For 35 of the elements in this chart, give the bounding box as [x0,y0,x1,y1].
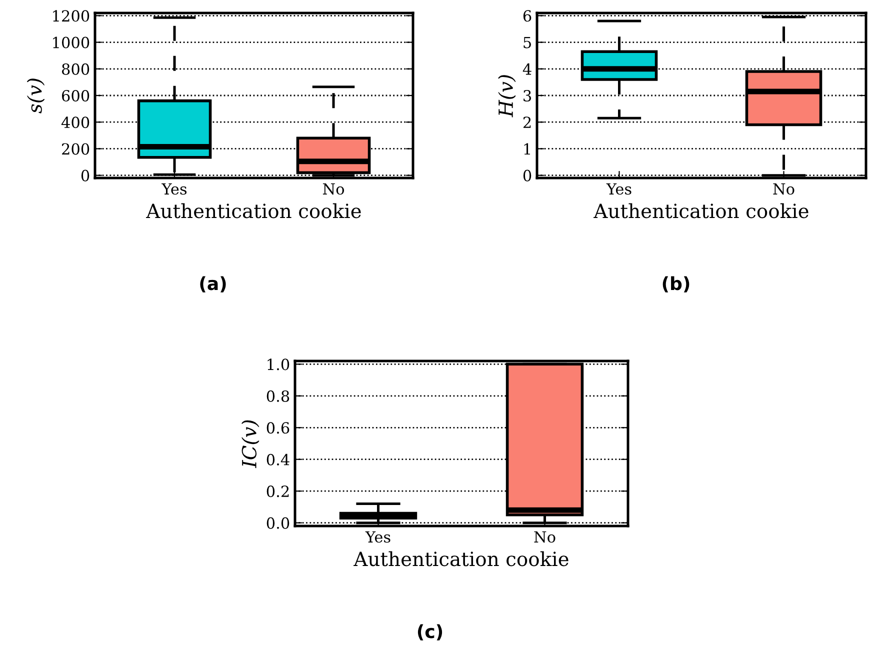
y-tick-label: 800 [62,63,90,75]
y-tick-label: 6 [523,10,532,22]
y-tick-label: 1 [524,143,530,155]
x-axis-title: Authentication cookie [594,203,808,218]
y-tick-label: 0.4 [266,454,290,466]
y-tick-label: 2 [523,116,531,128]
y-axis-title: IC(v) [241,420,260,468]
x-tick-label: Yes [606,183,632,195]
y-tick-label: 4 [522,63,532,75]
y-axis-title: s(v) [26,78,45,114]
y-tick-label: 1.0 [268,358,290,370]
y-tick-label: 200 [62,143,90,155]
y-tick-label: 0 [523,170,532,182]
x-axis-title: Authentication cookie [146,203,361,218]
x-tick-label: Yes [365,531,390,543]
text: (a) [200,276,226,292]
x-tick-label: No [534,531,556,543]
y-tick-label: 0.0 [266,517,290,529]
y-tick-label: 3 [524,90,532,102]
x-tick-label: No [773,183,794,195]
y-tick-label: 600 [62,90,90,102]
text: (b) [662,276,690,292]
y-axis-title: H(v) [498,75,516,118]
y-tick-label: 5 [524,36,531,48]
x-tick-label: No [322,183,344,195]
x-tick-label: Yes [162,183,187,195]
y-tick-label: 1000 [53,36,90,48]
text: (c) [418,624,442,640]
y-tick-label: 1200 [53,10,90,22]
y-tick-label: 0.8 [266,390,290,402]
y-tick-label: 0.2 [266,486,289,498]
y-tick-label: 0.6 [266,422,290,434]
x-axis-title: Authentication cookie [354,551,568,566]
y-tick-label: 0 [81,170,90,182]
y-tick-label: 400 [61,116,90,128]
